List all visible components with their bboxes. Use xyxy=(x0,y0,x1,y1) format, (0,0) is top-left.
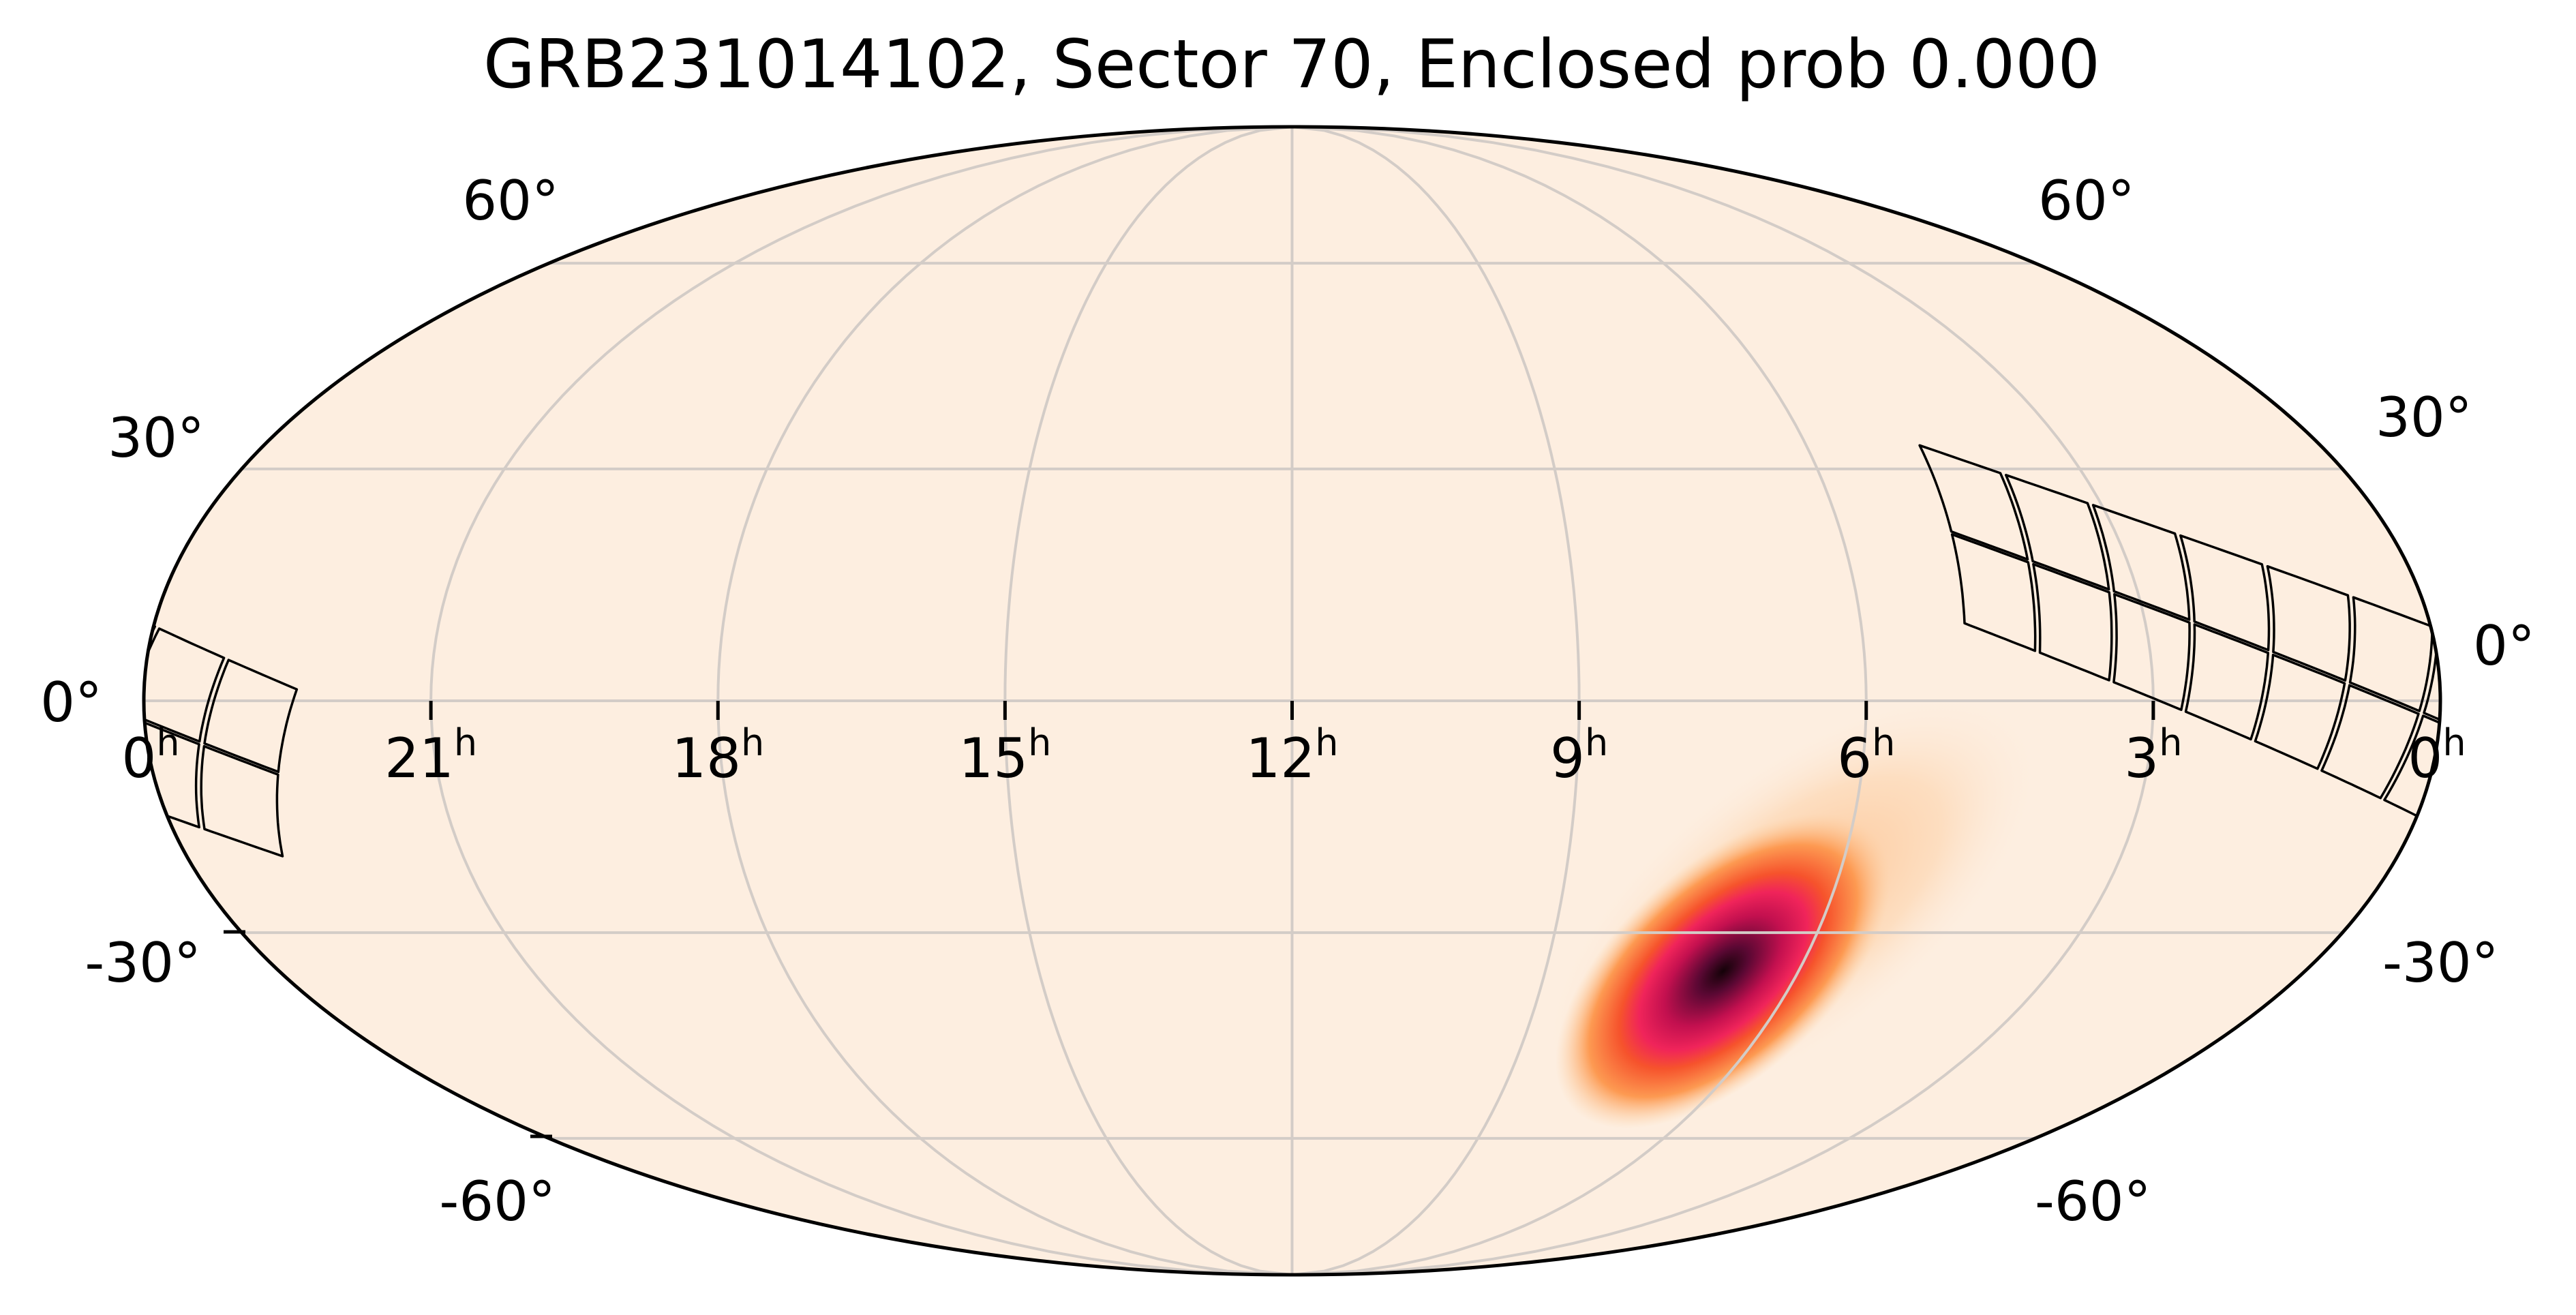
dec-label-right: -60° xyxy=(2035,1170,2151,1233)
ra-label: 21h xyxy=(384,721,477,790)
ra-label: 0h xyxy=(2408,721,2466,790)
ccd-tile xyxy=(0,536,31,650)
ra-label: 9h xyxy=(1550,721,1608,790)
ccd-tile xyxy=(2091,504,2191,621)
ra-label-number: 15 xyxy=(958,727,1028,790)
dec-label-left: -60° xyxy=(439,1170,556,1233)
ccd-tile xyxy=(2179,534,2271,652)
ra-label-number: 12 xyxy=(1245,727,1315,790)
ra-label: 6h xyxy=(1837,721,1895,790)
ra-label-unit: h xyxy=(1315,721,1338,764)
ccd-tile xyxy=(203,659,299,774)
ra-label-number: 21 xyxy=(384,727,454,790)
dec-label-right: -30° xyxy=(2382,931,2499,995)
dec-label-right: 0° xyxy=(2473,614,2535,678)
ra-label-number: 3 xyxy=(2124,727,2159,790)
ra-label: 0h xyxy=(121,721,179,790)
ra-label: 3h xyxy=(2124,721,2182,790)
ra-label: 18h xyxy=(671,721,764,790)
ccd-tile xyxy=(1918,444,2029,561)
ccd-tile xyxy=(2184,623,2270,741)
ra-label-number: 6 xyxy=(1837,727,1872,790)
ra-label-unit: h xyxy=(454,721,477,764)
ccd-tile xyxy=(2320,684,2420,800)
chart-title: GRB231014102, Sector 70, Enclosed prob 0… xyxy=(483,26,2100,104)
ra-label-unit: h xyxy=(1585,721,1608,764)
ccd-tile xyxy=(0,566,91,681)
dec-label-left: 0° xyxy=(40,671,102,734)
dec-label-right: 30° xyxy=(2376,386,2472,449)
ra-label: 15h xyxy=(958,721,1051,790)
dec-label-left: 30° xyxy=(108,406,204,470)
ccd-tile xyxy=(200,744,284,858)
ra-label-unit: h xyxy=(741,721,764,764)
ra-label-unit: h xyxy=(2442,721,2466,764)
probability-region xyxy=(1541,692,2042,1129)
ra-label-number: 18 xyxy=(671,727,741,790)
ra-label-unit: h xyxy=(1028,721,1051,764)
ccd-tile xyxy=(2032,562,2113,682)
ra-label-number: 9 xyxy=(1550,727,1585,790)
ra-label-unit: h xyxy=(156,721,179,764)
ccd-tile xyxy=(1950,533,2037,652)
ra-label-number: 0 xyxy=(121,727,156,790)
ccd-tile xyxy=(144,627,226,743)
ra-label-number: 0 xyxy=(2408,727,2442,790)
ccd-tile xyxy=(2112,592,2191,711)
dec-label-left: 60° xyxy=(462,169,559,232)
dec-label-left: -30° xyxy=(85,931,201,995)
ccd-tile xyxy=(2254,653,2346,770)
ra-label: 12h xyxy=(1245,721,1338,790)
ccd-tile xyxy=(2423,627,2440,743)
dec-label-right: 60° xyxy=(2038,169,2135,232)
probability-core xyxy=(1556,813,1891,1129)
ra-label-unit: h xyxy=(1872,721,1895,764)
ra-ticks xyxy=(429,701,2155,720)
ccd-tile xyxy=(2266,564,2351,682)
ccd-tile xyxy=(2004,474,2110,591)
ra-tick-labels: 0h 21h 18h 15h 12h 9h 6h 3h 0h xyxy=(121,721,2466,790)
sky-boundary xyxy=(142,125,2442,1277)
ccd-tile xyxy=(144,714,200,829)
ccd-tile xyxy=(2348,596,2434,712)
ra-label-unit: h xyxy=(2159,721,2182,764)
